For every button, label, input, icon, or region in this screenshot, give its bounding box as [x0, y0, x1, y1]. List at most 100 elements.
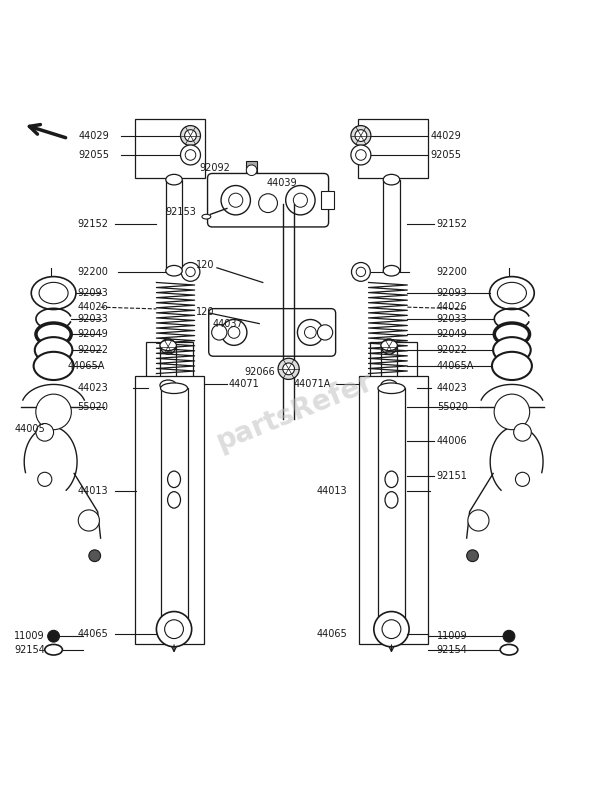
Bar: [321, 191, 334, 209]
Circle shape: [382, 620, 401, 638]
Text: 44023: 44023: [77, 383, 108, 394]
Text: 92022: 92022: [436, 345, 468, 355]
Text: 44065A: 44065A: [67, 361, 104, 371]
Circle shape: [89, 550, 101, 562]
Circle shape: [228, 326, 240, 338]
Text: 44026: 44026: [77, 302, 108, 312]
Circle shape: [385, 342, 394, 351]
Text: 92152: 92152: [77, 218, 108, 229]
Text: 92152: 92152: [436, 218, 468, 229]
Circle shape: [38, 472, 52, 486]
Circle shape: [503, 630, 515, 642]
Circle shape: [382, 339, 397, 354]
Text: 92049: 92049: [436, 329, 468, 339]
Circle shape: [514, 423, 531, 441]
Bar: [370, 342, 417, 390]
Ellipse shape: [31, 277, 76, 310]
Text: 44026: 44026: [436, 302, 468, 312]
Text: 92022: 92022: [77, 345, 108, 355]
Circle shape: [161, 339, 176, 354]
Circle shape: [48, 630, 59, 642]
Text: 92049: 92049: [77, 329, 108, 339]
Bar: [358, 119, 428, 178]
Text: partsRefer: partsRefer: [212, 367, 377, 456]
Circle shape: [221, 186, 250, 215]
Circle shape: [36, 423, 54, 441]
Circle shape: [186, 267, 195, 277]
Circle shape: [165, 620, 183, 638]
Ellipse shape: [35, 337, 72, 363]
Circle shape: [305, 326, 316, 338]
Text: 44065A: 44065A: [436, 361, 474, 371]
Ellipse shape: [45, 645, 62, 655]
Bar: [378, 388, 405, 638]
Circle shape: [351, 126, 371, 146]
Text: 92154: 92154: [436, 645, 468, 654]
Text: 44013: 44013: [316, 486, 347, 496]
Circle shape: [184, 130, 196, 142]
Text: 44071A: 44071A: [293, 378, 330, 389]
Ellipse shape: [383, 174, 400, 185]
Text: 92033: 92033: [436, 314, 468, 324]
Circle shape: [180, 126, 200, 146]
Text: 44023: 44023: [436, 383, 468, 394]
Circle shape: [356, 150, 366, 160]
Ellipse shape: [202, 214, 211, 219]
Ellipse shape: [381, 380, 398, 390]
Circle shape: [221, 319, 247, 346]
Circle shape: [374, 611, 409, 646]
Circle shape: [466, 550, 478, 562]
Circle shape: [36, 394, 71, 430]
Circle shape: [351, 145, 371, 165]
Ellipse shape: [34, 352, 74, 380]
Text: 55020: 55020: [77, 402, 108, 412]
Circle shape: [286, 186, 315, 215]
Text: 92093: 92093: [436, 288, 468, 298]
Ellipse shape: [161, 383, 187, 394]
Circle shape: [246, 165, 257, 175]
Bar: [161, 388, 187, 638]
Text: 92153: 92153: [166, 207, 196, 217]
Circle shape: [164, 342, 173, 351]
Bar: [147, 342, 193, 390]
Ellipse shape: [489, 277, 534, 310]
Circle shape: [229, 193, 243, 207]
Circle shape: [78, 510, 100, 531]
Text: 44013: 44013: [77, 486, 108, 496]
Text: 55020: 55020: [436, 402, 468, 412]
Text: 120: 120: [196, 307, 215, 317]
Text: 44065: 44065: [316, 629, 347, 639]
Ellipse shape: [166, 174, 182, 185]
Circle shape: [211, 325, 227, 340]
FancyBboxPatch shape: [209, 309, 336, 356]
Text: 92200: 92200: [436, 267, 468, 277]
Ellipse shape: [493, 337, 531, 363]
Bar: [166, 180, 182, 270]
Bar: [359, 377, 428, 644]
Ellipse shape: [500, 645, 518, 655]
Text: 92055: 92055: [79, 150, 110, 160]
Circle shape: [356, 267, 366, 277]
Text: 92154: 92154: [14, 645, 45, 654]
Ellipse shape: [492, 352, 532, 380]
Ellipse shape: [494, 323, 530, 346]
Circle shape: [181, 262, 200, 282]
Text: 44006: 44006: [436, 436, 467, 446]
Text: 11009: 11009: [14, 631, 45, 642]
Ellipse shape: [381, 340, 398, 350]
FancyBboxPatch shape: [207, 174, 329, 227]
Ellipse shape: [378, 383, 405, 394]
Circle shape: [185, 150, 196, 160]
Text: 44037: 44037: [212, 318, 243, 329]
Bar: [160, 346, 176, 386]
Circle shape: [259, 194, 277, 213]
Ellipse shape: [166, 266, 182, 276]
Text: 92055: 92055: [431, 150, 462, 160]
Text: 92200: 92200: [77, 267, 108, 277]
Ellipse shape: [160, 380, 176, 390]
Ellipse shape: [168, 471, 180, 487]
Text: 92151: 92151: [436, 471, 468, 482]
Ellipse shape: [385, 471, 398, 487]
Circle shape: [468, 510, 489, 531]
Text: 44071: 44071: [229, 378, 259, 389]
